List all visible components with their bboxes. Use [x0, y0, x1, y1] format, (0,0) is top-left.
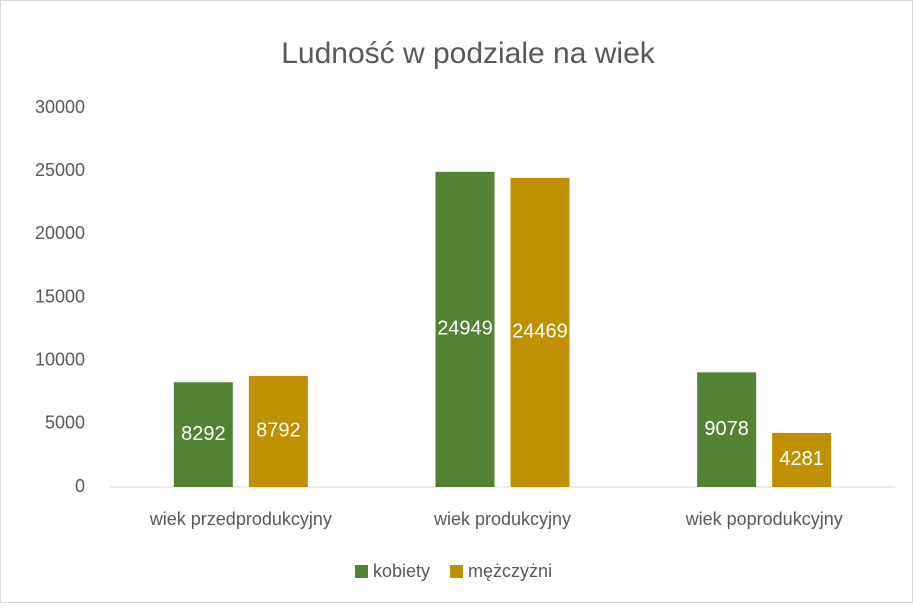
bar: [510, 177, 570, 487]
data-label: 24469: [512, 321, 568, 343]
y-tick-label: 10000: [35, 349, 85, 369]
legend-label: mężczyżni: [468, 561, 552, 581]
y-tick-label: 5000: [45, 413, 85, 433]
bar: [697, 372, 757, 487]
bar: [435, 171, 495, 487]
x-tick-label: wiek poprodukcyjny: [685, 509, 843, 529]
data-label: 8292: [181, 423, 226, 445]
legend-swatch: [450, 565, 464, 578]
data-label: 8792: [256, 420, 301, 442]
bar: [772, 432, 832, 487]
y-tick-label: 30000: [35, 97, 85, 117]
bar: [248, 375, 308, 487]
data-label: 4281: [779, 448, 824, 470]
x-tick-label: wiek produkcyjny: [433, 509, 571, 529]
x-tick-label: wiek przedprodukcyjny: [149, 509, 332, 529]
legend-label: kobiety: [373, 561, 430, 581]
data-label: 24949: [437, 318, 493, 340]
y-tick-label: 20000: [35, 223, 85, 243]
bar: [173, 382, 233, 487]
y-tick-label: 0: [75, 476, 85, 496]
y-tick-label: 15000: [35, 286, 85, 306]
data-label: 9078: [704, 418, 749, 440]
legend-swatch: [355, 565, 368, 578]
y-tick-label: 25000: [35, 160, 85, 180]
chart-title: Ludność w podziale na wiek: [281, 37, 656, 70]
